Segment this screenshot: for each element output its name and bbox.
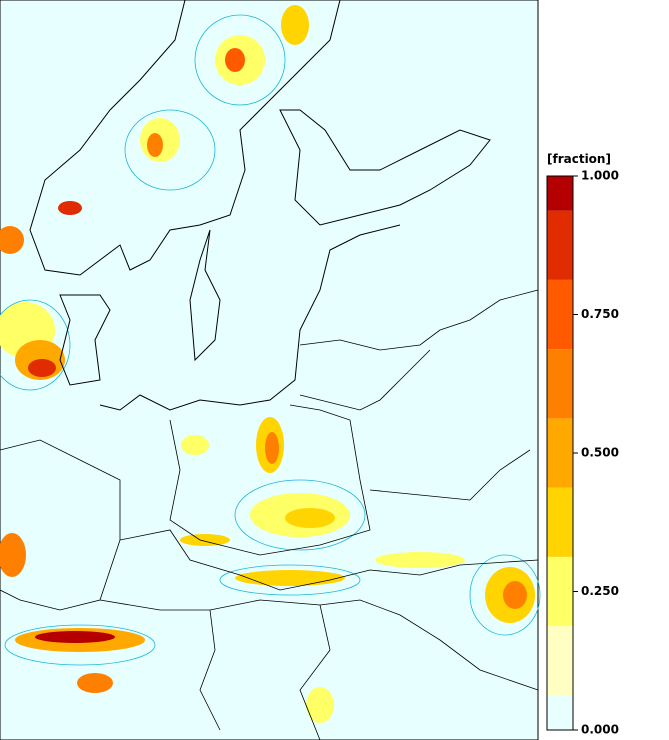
patch — [0, 533, 26, 577]
patch — [503, 581, 527, 609]
border — [169, 404, 371, 556]
patch — [0, 226, 24, 254]
colorbar-band — [547, 487, 573, 557]
border — [99, 599, 539, 691]
patch — [58, 201, 82, 215]
contour — [219, 564, 361, 596]
border — [299, 289, 539, 351]
colorbar-tick-label: 0.000 — [581, 723, 619, 737]
colorbar-tick-label: 0.500 — [581, 446, 619, 460]
patch — [77, 673, 113, 693]
colorbar-tick-label: 0.250 — [581, 584, 619, 598]
coastlines — [29, 0, 491, 411]
border — [119, 529, 539, 591]
colorbar-tick-label: 0.750 — [581, 307, 619, 321]
colorbar: [fraction] 0.000 0.250 0.500 0.750 1.000 — [546, 152, 619, 737]
patch — [265, 432, 279, 464]
map — [0, 0, 541, 740]
contour — [234, 479, 366, 551]
patch — [147, 133, 163, 157]
colorbar-band — [547, 349, 573, 419]
border — [299, 604, 331, 740]
contour — [0, 299, 71, 391]
colorbar-title: [fraction] — [547, 152, 611, 166]
colorbar-band — [547, 626, 573, 696]
coastline — [279, 109, 491, 226]
colorbar-band — [547, 556, 573, 627]
patch — [306, 687, 334, 723]
coastline — [59, 294, 111, 386]
map-frame — [0, 0, 539, 740]
patch — [181, 435, 209, 455]
patch — [28, 359, 56, 377]
patch — [235, 570, 345, 586]
borders — [0, 289, 539, 740]
border — [369, 449, 531, 501]
colorbar-band — [547, 695, 573, 730]
contour — [469, 554, 541, 636]
patch — [35, 631, 115, 643]
contour — [124, 109, 216, 191]
border — [299, 349, 431, 411]
colorbar-band — [547, 210, 573, 280]
patches — [0, 5, 535, 723]
contour — [4, 624, 156, 666]
coastline — [189, 229, 221, 362]
patch — [281, 5, 309, 45]
colorbar-band — [547, 176, 573, 211]
patch — [225, 48, 245, 72]
border — [0, 439, 121, 611]
patch — [180, 534, 230, 546]
coastline — [29, 0, 341, 276]
colorbar-tick-label: 1.000 — [581, 169, 619, 183]
colorbar-band — [547, 418, 573, 488]
contours — [0, 14, 541, 666]
border — [199, 609, 221, 731]
contour — [194, 14, 286, 106]
patch — [285, 508, 335, 528]
patch — [375, 552, 465, 568]
colorbar-band — [547, 279, 573, 350]
coastline — [99, 224, 401, 411]
